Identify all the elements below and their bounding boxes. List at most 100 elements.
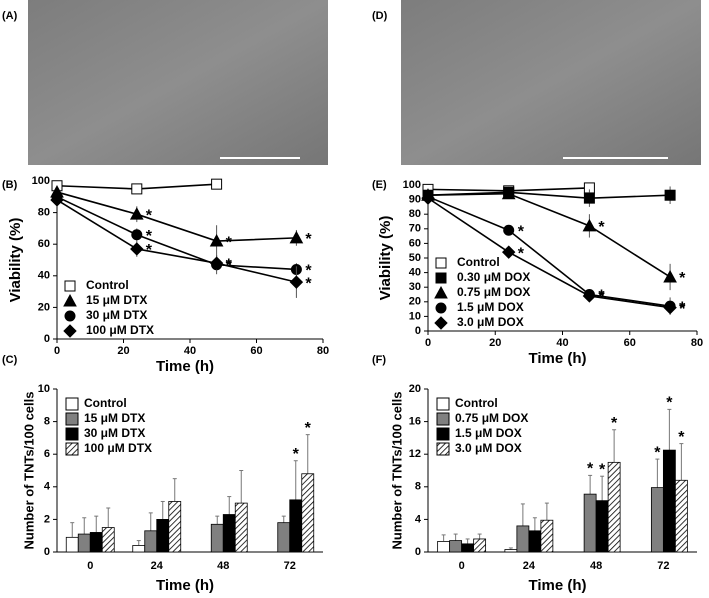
panel-label: (E) [372,179,387,191]
micrograph [28,0,328,165]
y-tick-label: 6 [44,448,50,460]
panel-label: (F) [372,354,386,366]
x-axis-label: Time (h) [156,577,214,594]
data-point [209,233,224,247]
significance: * [293,446,300,463]
data-point [663,269,677,283]
panel-label: (B) [2,179,18,191]
significance: * [305,275,312,292]
y-tick-label: 20 [38,301,50,313]
series-line [56,191,297,242]
bar [662,449,676,553]
legend-label: 3.0 μM DOX [455,441,522,455]
x-tick-label: 20 [117,345,129,357]
legend-marker [63,324,77,338]
bar [77,533,91,553]
x-tick-label: 48 [590,560,602,572]
legend-label: 3.0 μM DOX [457,315,524,329]
significance: * [598,219,605,236]
legend-marker [64,310,76,322]
y-tick-label: 50 [409,252,421,264]
y-axis-label: Number of TNTs/100 cells [21,392,36,550]
y-tick-label: 100 [403,179,421,191]
bar [449,540,463,553]
legend-label: 15 μM DTX [86,293,147,307]
data-point [664,189,676,201]
x-tick-label: 72 [657,560,669,572]
significance: * [146,228,153,245]
significance: * [146,207,153,224]
legend-swatch [436,442,450,456]
bar [234,502,248,553]
bar [473,538,487,553]
y-tick-label: 16 [409,416,421,428]
bar [101,527,115,553]
legend-marker [435,302,447,314]
data-point [503,224,515,236]
bar [222,514,236,553]
significance: * [587,461,594,478]
x-axis-label: Time (h) [528,577,586,594]
legend-label: 100 μM DTX [86,323,154,337]
bar [144,530,158,553]
y-tick-label: 4 [44,481,51,493]
y-tick-label: 2 [44,513,50,525]
y-tick-label: 0 [44,333,50,345]
significance: * [226,256,233,273]
bar [210,523,224,553]
bar [583,493,597,553]
legend-marker [435,272,447,284]
y-tick-label: 0 [415,546,421,558]
y-tick-label: 70 [409,223,421,235]
bar [156,519,170,553]
data-point [211,178,223,190]
y-tick-label: 20 [409,296,421,308]
legend-marker [434,316,448,330]
y-tick-label: 100 [32,175,50,187]
y-tick-label: 20 [409,383,421,395]
y-tick-label: 60 [409,237,421,249]
data-point [663,300,677,315]
y-tick-label: 30 [409,281,421,293]
bar [595,500,609,553]
x-tick-label: 0 [459,560,465,572]
bar [504,549,518,553]
x-axis-label: Time (h) [528,350,586,367]
data-point [131,183,143,195]
y-tick-label: 0 [44,546,50,558]
bar [461,543,475,553]
x-tick-label: 72 [284,560,296,572]
significance: * [305,231,312,248]
data-point [130,242,144,256]
bar [516,525,530,553]
panel-label: (C) [2,354,18,366]
significance: * [599,461,606,478]
x-tick-label: 24 [151,560,164,572]
legend-marker [434,285,448,299]
significance: * [146,242,153,259]
significance: * [598,289,605,306]
x-tick-label: 80 [317,345,329,357]
y-tick-label: 4 [415,513,422,525]
legend-label: 30 μM DTX [86,308,147,322]
legend-label: Control [455,396,498,410]
bar [65,536,79,553]
y-axis-label: Viability (%) [7,218,24,303]
significance: * [654,444,661,461]
significance: * [226,234,233,251]
y-tick-label: 8 [44,416,50,428]
legend-marker [435,257,447,269]
legend-label: 1.5 μM DOX [457,300,524,314]
legend-swatch [436,397,450,411]
y-tick-label: 10 [38,383,50,395]
y-tick-label: 60 [38,238,50,250]
legend-marker [63,293,77,307]
data-point [289,275,304,289]
series-line [56,196,297,271]
data-point [289,230,304,244]
series-line [56,199,297,283]
legend-label: Control [457,255,500,269]
legend-swatch [65,427,79,441]
bar [674,479,688,553]
